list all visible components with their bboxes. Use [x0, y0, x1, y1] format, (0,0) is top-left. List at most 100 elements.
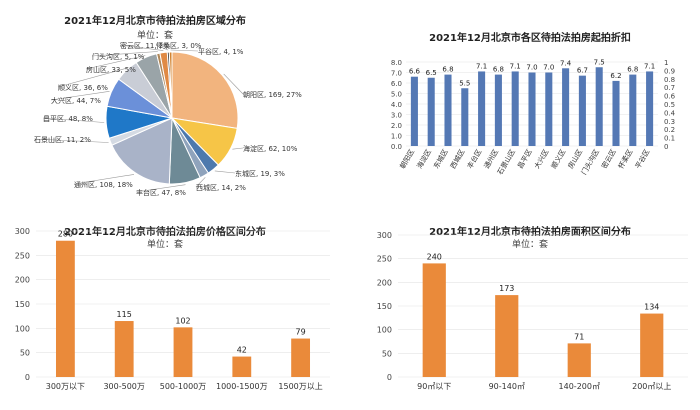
bar	[528, 72, 536, 146]
price-range-bar-chart: 2021年12月北京市待拍法拍房价格区间分布 单位：套 0 50 100 150 200…	[15, 225, 330, 391]
bar	[562, 68, 570, 146]
bar	[461, 88, 469, 146]
x-tick-label: 200㎡以上	[632, 382, 671, 391]
x-tick-label: 90-140㎡	[489, 382, 525, 391]
x-tick-label: 丰台区	[465, 148, 483, 171]
bar-value-label: 115	[117, 310, 132, 319]
x-tick-label: 500-1000万	[160, 382, 207, 391]
y-right-tick-label: 0.3	[664, 118, 675, 126]
x-tick-label: 1500万以上	[278, 382, 322, 391]
bar-value-label: 173	[499, 284, 514, 293]
pie-slice-label: 门头沟区, 5, 1%	[92, 52, 145, 61]
bar	[55, 240, 75, 377]
y-tick-label: 1.0	[391, 133, 402, 141]
bar-value-label: 7.1	[510, 62, 521, 70]
bar-value-label: 71	[574, 332, 584, 341]
bar-value-label: 240	[427, 252, 442, 261]
price-chart-subtitle: 单位：套	[147, 238, 183, 250]
y-right-tick-label: 0.9	[664, 67, 675, 75]
bar	[422, 263, 446, 377]
pie-leader-line	[155, 44, 169, 51]
bar	[511, 71, 519, 146]
y-tick-label: 8.0	[391, 59, 402, 67]
y-tick-label: 250	[15, 251, 30, 260]
pie-leader-line	[119, 44, 164, 51]
y-tick-label: 0	[387, 373, 392, 382]
bar-value-label: 7.0	[526, 64, 537, 72]
y-tick-label: 6.0	[391, 80, 402, 88]
x-tick-label: 怀柔区	[616, 148, 634, 171]
pie-slice-label: 东城区, 19, 3%	[235, 169, 285, 178]
pie-leader-line	[33, 138, 109, 143]
bar	[232, 356, 252, 377]
pie-slice-label: 丰台区, 47, 8%	[136, 188, 186, 197]
x-tick-label: 西城区	[449, 148, 466, 170]
bar-value-label: 6.6	[409, 68, 421, 76]
bar	[495, 295, 519, 377]
area-chart-title: 2021年12月北京市待拍法拍房面积区间分布	[429, 225, 631, 238]
y-tick-label: 0	[25, 373, 30, 382]
pie-chart-title: 2021年12月北京市待拍法拍房区域分布	[64, 14, 246, 27]
bar	[612, 80, 620, 146]
y-tick-label: 2.0	[391, 122, 402, 130]
bar	[291, 338, 311, 377]
pie-slice-label: 顺义区, 36, 6%	[58, 84, 108, 92]
x-tick-label: 房山区	[566, 148, 584, 171]
bar	[494, 74, 502, 146]
y-tick-label: 250	[377, 255, 392, 264]
pie-leader-line	[57, 68, 126, 88]
pie-leader-line	[91, 51, 158, 57]
bar	[444, 74, 452, 146]
x-tick-label: 平谷区	[633, 148, 651, 171]
pie-leader-line	[195, 177, 206, 188]
bar	[646, 71, 654, 146]
y-tick-label: 4.0	[391, 101, 402, 109]
bar-value-label: 6.8	[627, 66, 638, 74]
y-right-tick-label: 0.6	[664, 93, 676, 101]
pie-slice-label: 怀柔区, 3, 0%	[156, 41, 202, 50]
bar-value-label: 6.2	[610, 72, 621, 80]
bar-value-label: 7.1	[644, 62, 655, 70]
y-tick-label: 50	[20, 349, 30, 358]
pie-slice-label: 密云区, 11, 2%	[120, 41, 170, 50]
bar	[595, 67, 603, 146]
pie-slice-label: 西城区, 14, 2%	[196, 184, 246, 192]
bar	[478, 71, 486, 146]
bar-value-label: 42	[237, 346, 247, 355]
bar-value-label: 7.1	[476, 62, 487, 70]
pie-leader-line	[214, 170, 236, 174]
pie-slice-label: 石景山区, 11, 2%	[34, 135, 91, 144]
pie-leader-line	[50, 91, 110, 101]
x-tick-label: 300-500万	[103, 382, 144, 391]
pie-slice-label: 平谷区, 4, 1%	[198, 47, 244, 56]
y-tick-label: 100	[15, 324, 30, 333]
y-right-tick-label: 0.7	[664, 84, 675, 92]
bar-value-label: 102	[175, 316, 190, 325]
bar	[545, 72, 553, 146]
pie-slice-label: 大兴区, 44, 7%	[51, 96, 101, 105]
area-range-bar-chart: 2021年12月北京市待拍法拍房面积区间分布 单位：套 0 50 100 150 200…	[377, 225, 688, 391]
y-tick-label: 50	[382, 349, 392, 358]
pie-leader-line	[170, 49, 199, 52]
y-right-tick-label: 0.8	[664, 76, 675, 84]
y-right-tick-label: 0	[664, 143, 668, 151]
y-tick-label: 200	[15, 276, 30, 285]
pie-leader-line	[232, 147, 244, 150]
bar-value-label: 134	[644, 303, 659, 312]
pie-slice-label: 海淀区, 62, 10%	[243, 144, 298, 153]
bar	[114, 321, 134, 377]
y-tick-label: 300	[15, 227, 30, 236]
x-tick-label: 通州区	[482, 148, 500, 171]
y-tick-label: 7.0	[391, 70, 402, 78]
x-tick-label: 海淀区	[415, 148, 433, 171]
pie-slice	[171, 51, 239, 129]
bar	[427, 77, 435, 146]
pie-leader-line	[42, 117, 105, 123]
y-right-tick-label: 1	[664, 59, 668, 67]
pie-slice	[111, 117, 173, 185]
x-tick-label: 300万以下	[46, 382, 85, 391]
pie-chart-subtitle: 单位：套	[137, 29, 173, 41]
y-tick-label: 150	[377, 302, 392, 311]
x-tick-label: 140-200㎡	[559, 382, 600, 391]
